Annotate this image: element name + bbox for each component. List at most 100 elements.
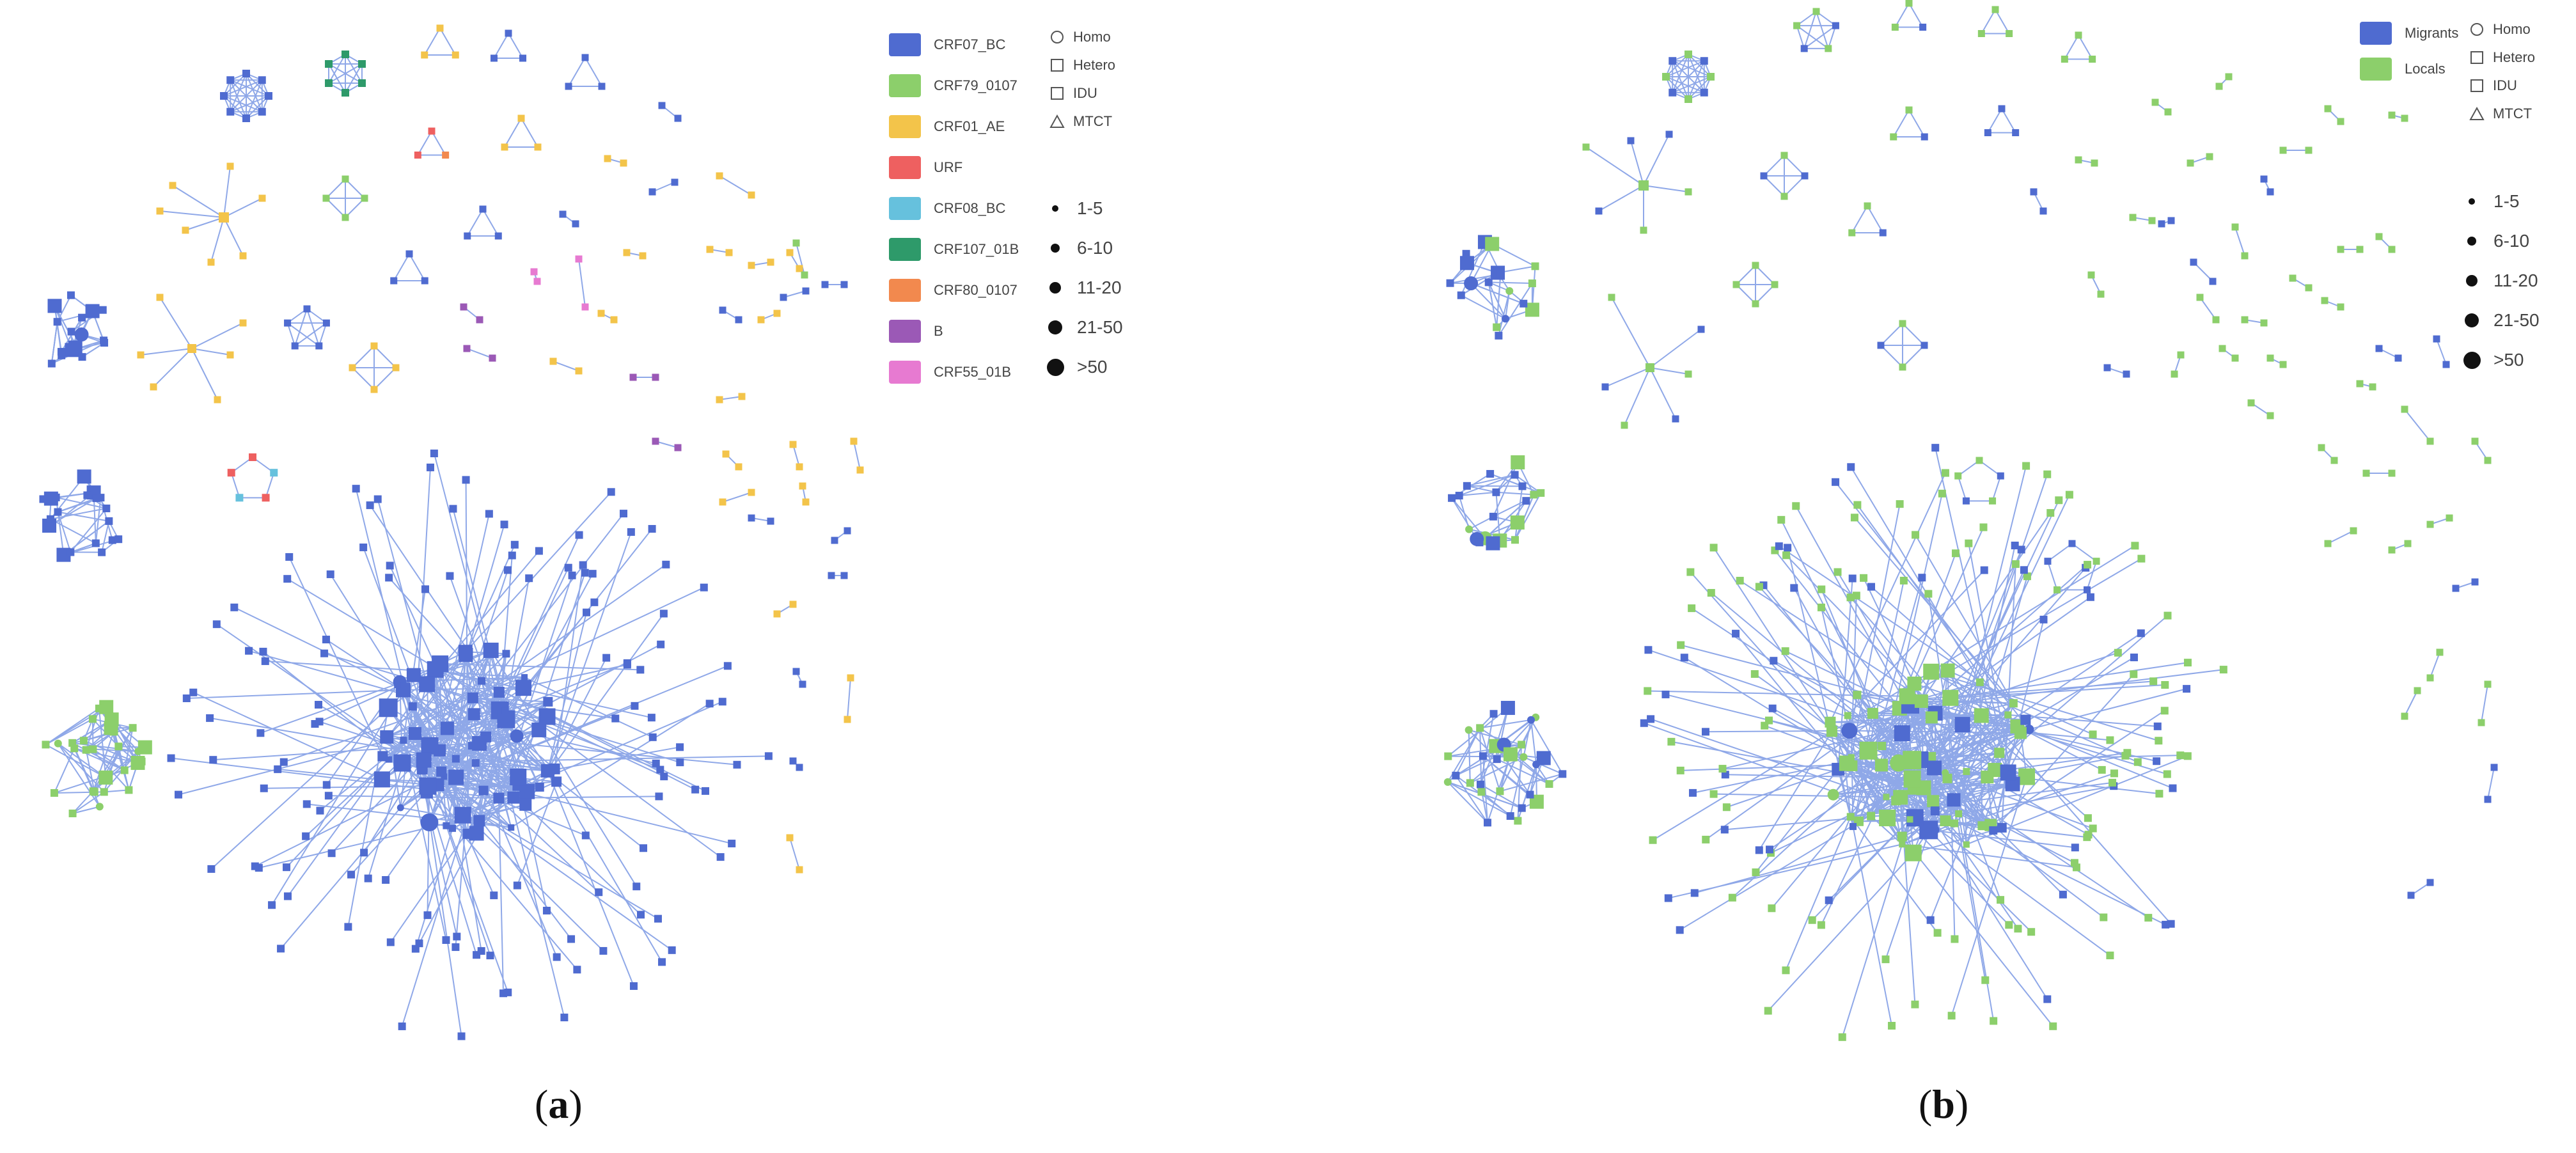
network-node <box>2241 316 2249 324</box>
network-node <box>1511 471 1519 479</box>
network-edge <box>1933 569 2025 769</box>
network-edge <box>1803 25 1837 49</box>
network-edge <box>1470 756 1524 784</box>
network-edge <box>1726 768 1839 808</box>
network-edge <box>1851 757 1954 801</box>
network-edge <box>210 217 224 263</box>
network-node <box>2414 687 2421 694</box>
network-node <box>251 862 259 870</box>
network-edge <box>439 27 457 56</box>
legend-item-crf80-0107: CRF80_0107 <box>889 270 1019 311</box>
network-node <box>393 754 411 772</box>
network-node <box>2151 98 2159 106</box>
network-node <box>2404 540 2412 547</box>
network-node <box>428 127 436 135</box>
network-node <box>2083 833 2091 842</box>
network-node <box>1965 539 1973 547</box>
network-node <box>322 319 330 327</box>
edges <box>1447 3 2495 1038</box>
network-node <box>1846 593 1855 602</box>
size-dot <box>1051 244 1060 253</box>
network-edge <box>1827 25 1837 49</box>
network-node <box>473 815 485 827</box>
network-node <box>207 865 216 873</box>
network-node <box>1520 753 1528 761</box>
network-node <box>648 733 657 741</box>
network-edge <box>50 518 97 544</box>
network-node <box>2190 258 2197 266</box>
network-edge <box>265 472 275 498</box>
network-node <box>259 647 267 655</box>
network-edge <box>1833 794 1872 817</box>
network-edge <box>1764 725 1852 758</box>
network-node <box>478 785 489 796</box>
network-edge <box>172 185 224 218</box>
network-node <box>88 715 97 723</box>
network-node <box>2137 554 2146 563</box>
network-node <box>47 359 56 368</box>
network-node <box>302 800 311 808</box>
network-node <box>1475 538 1484 547</box>
network-edge <box>1979 460 2001 476</box>
network-edge <box>2064 35 2079 59</box>
network-node <box>2065 490 2073 499</box>
network-edge <box>1906 527 1984 697</box>
network-node <box>258 194 266 202</box>
network-node <box>1595 207 1603 215</box>
network-node <box>796 866 803 874</box>
network-edge <box>1892 109 1910 137</box>
network-edge <box>1496 274 1502 327</box>
network-node <box>452 51 459 59</box>
network-node <box>1495 331 1503 340</box>
size-dot <box>2466 275 2478 286</box>
network-node <box>1444 752 1452 760</box>
network-node <box>1841 723 1858 739</box>
network-edge <box>223 166 231 218</box>
network-node <box>2177 351 2185 359</box>
network-node <box>1860 574 1868 582</box>
network-node <box>226 107 235 116</box>
network-edge <box>1649 367 1676 420</box>
network-edge <box>347 707 389 927</box>
network-node <box>1938 489 1946 498</box>
network-node <box>515 680 531 696</box>
network-node <box>2020 714 2031 725</box>
network-node <box>507 791 520 804</box>
network-node <box>125 786 133 794</box>
network-node <box>716 172 723 180</box>
network-edge <box>1871 586 1981 683</box>
network-node <box>235 494 244 502</box>
network-edge <box>504 118 522 148</box>
network-edge <box>1830 473 1946 723</box>
network-edge <box>1803 11 1817 49</box>
network-node <box>426 463 434 471</box>
network-node <box>1911 1000 1919 1008</box>
circle-icon <box>2470 23 2483 36</box>
network-edge <box>223 217 244 256</box>
network-edge <box>2436 338 2447 365</box>
network-edge <box>230 79 247 119</box>
network-node <box>1920 133 1928 141</box>
network-node <box>1685 51 1692 58</box>
network-node <box>446 572 454 580</box>
network-node <box>560 1014 569 1022</box>
network-node <box>2176 751 2185 760</box>
network-node <box>1764 1007 1772 1015</box>
network-node <box>2130 654 2138 662</box>
network-node <box>421 277 428 285</box>
network-edge <box>466 348 493 359</box>
network-node <box>2356 246 2364 253</box>
network-node <box>256 729 265 737</box>
network-node <box>2027 928 2036 936</box>
network-node <box>489 354 496 362</box>
network-node <box>700 583 708 592</box>
network-node <box>1760 172 1768 180</box>
network-node <box>364 874 372 882</box>
network-node <box>1867 708 1878 719</box>
network-node <box>390 277 398 285</box>
network-node <box>2362 469 2370 477</box>
network-edge <box>56 295 72 322</box>
network-edge <box>1990 710 2165 826</box>
network-node <box>786 834 794 842</box>
network-node <box>167 754 175 762</box>
